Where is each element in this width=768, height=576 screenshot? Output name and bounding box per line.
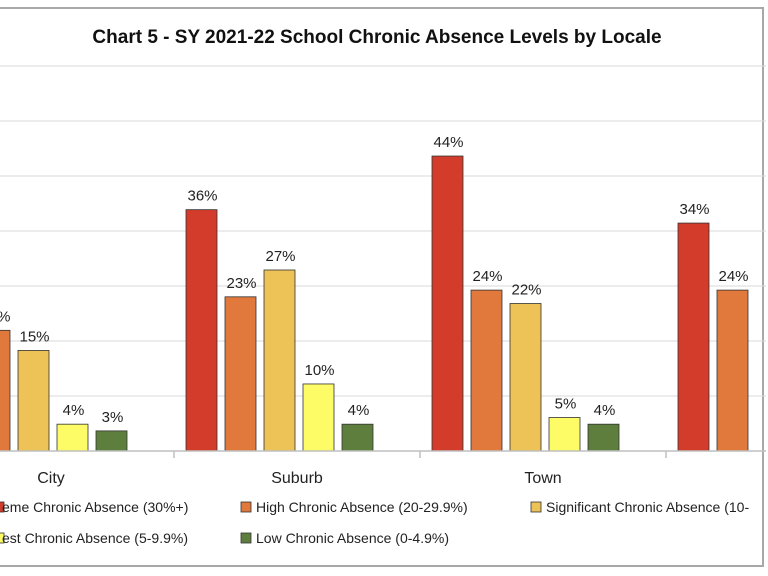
- legend-swatch: [530, 501, 542, 513]
- data-label: 4%: [594, 402, 616, 419]
- data-label: 4%: [348, 402, 370, 419]
- bar: [470, 289, 503, 452]
- data-label: 23%: [226, 275, 256, 292]
- data-label: 10%: [304, 362, 334, 379]
- legend-swatch: [0, 532, 5, 544]
- category-labels: City Suburb Town: [37, 470, 561, 487]
- legend-label: Low Chronic Absence (0-4.9%): [256, 530, 449, 546]
- category-label: City: [37, 470, 65, 487]
- bar: [185, 209, 218, 452]
- data-label: 15%: [19, 328, 49, 345]
- data-label: 44%: [433, 134, 463, 151]
- data-label: 18%: [0, 308, 11, 325]
- legend-label: Significant Chronic Absence (10-: [546, 499, 749, 515]
- bar: [716, 289, 749, 452]
- data-label: 22%: [511, 282, 541, 299]
- legend: eme Chronic Absence (30%+) High Chronic A…: [0, 499, 749, 546]
- data-label: 5%: [555, 395, 577, 412]
- legend-swatch: [240, 501, 252, 513]
- legend-swatch: [240, 532, 252, 544]
- category-label: Suburb: [271, 470, 323, 487]
- bar: [0, 329, 11, 452]
- data-label: 24%: [718, 268, 748, 285]
- category-label: Town: [524, 470, 561, 487]
- bar: [56, 423, 89, 452]
- bar: [341, 423, 374, 452]
- bar: [509, 303, 542, 452]
- bar: [302, 383, 335, 452]
- data-label: 24%: [472, 268, 502, 285]
- legend-label: eme Chronic Absence (30%+): [2, 499, 188, 515]
- bar: [677, 222, 710, 452]
- bars: [0, 155, 749, 452]
- data-label: 27%: [265, 248, 295, 265]
- legend-label: High Chronic Absence (20-29.9%): [256, 499, 468, 515]
- bar: [95, 430, 128, 452]
- legend-label: est Chronic Absence (5-9.9%): [2, 530, 188, 546]
- bar: [263, 269, 296, 452]
- chart-frame: [0, 7, 764, 567]
- data-label: 34%: [679, 201, 709, 218]
- bar: [587, 423, 620, 452]
- data-label: 3%: [102, 409, 124, 426]
- data-labels: 18% 15% 4% 3% 36% 23% 27% 10% 4% 44% 24% 22% 5% 4% 34%…: [0, 134, 749, 426]
- data-label: 36%: [187, 188, 217, 205]
- bar: [224, 296, 257, 452]
- legend-swatch: [0, 501, 5, 513]
- bar: [548, 417, 581, 452]
- bar: [431, 155, 464, 452]
- chart-title: Chart 5 - SY 2021-22 School Chronic Abse…: [92, 27, 661, 48]
- bar: [17, 350, 50, 452]
- data-label: 4%: [63, 402, 85, 419]
- x-ticks: [173, 451, 667, 458]
- gridlines: [0, 65, 766, 397]
